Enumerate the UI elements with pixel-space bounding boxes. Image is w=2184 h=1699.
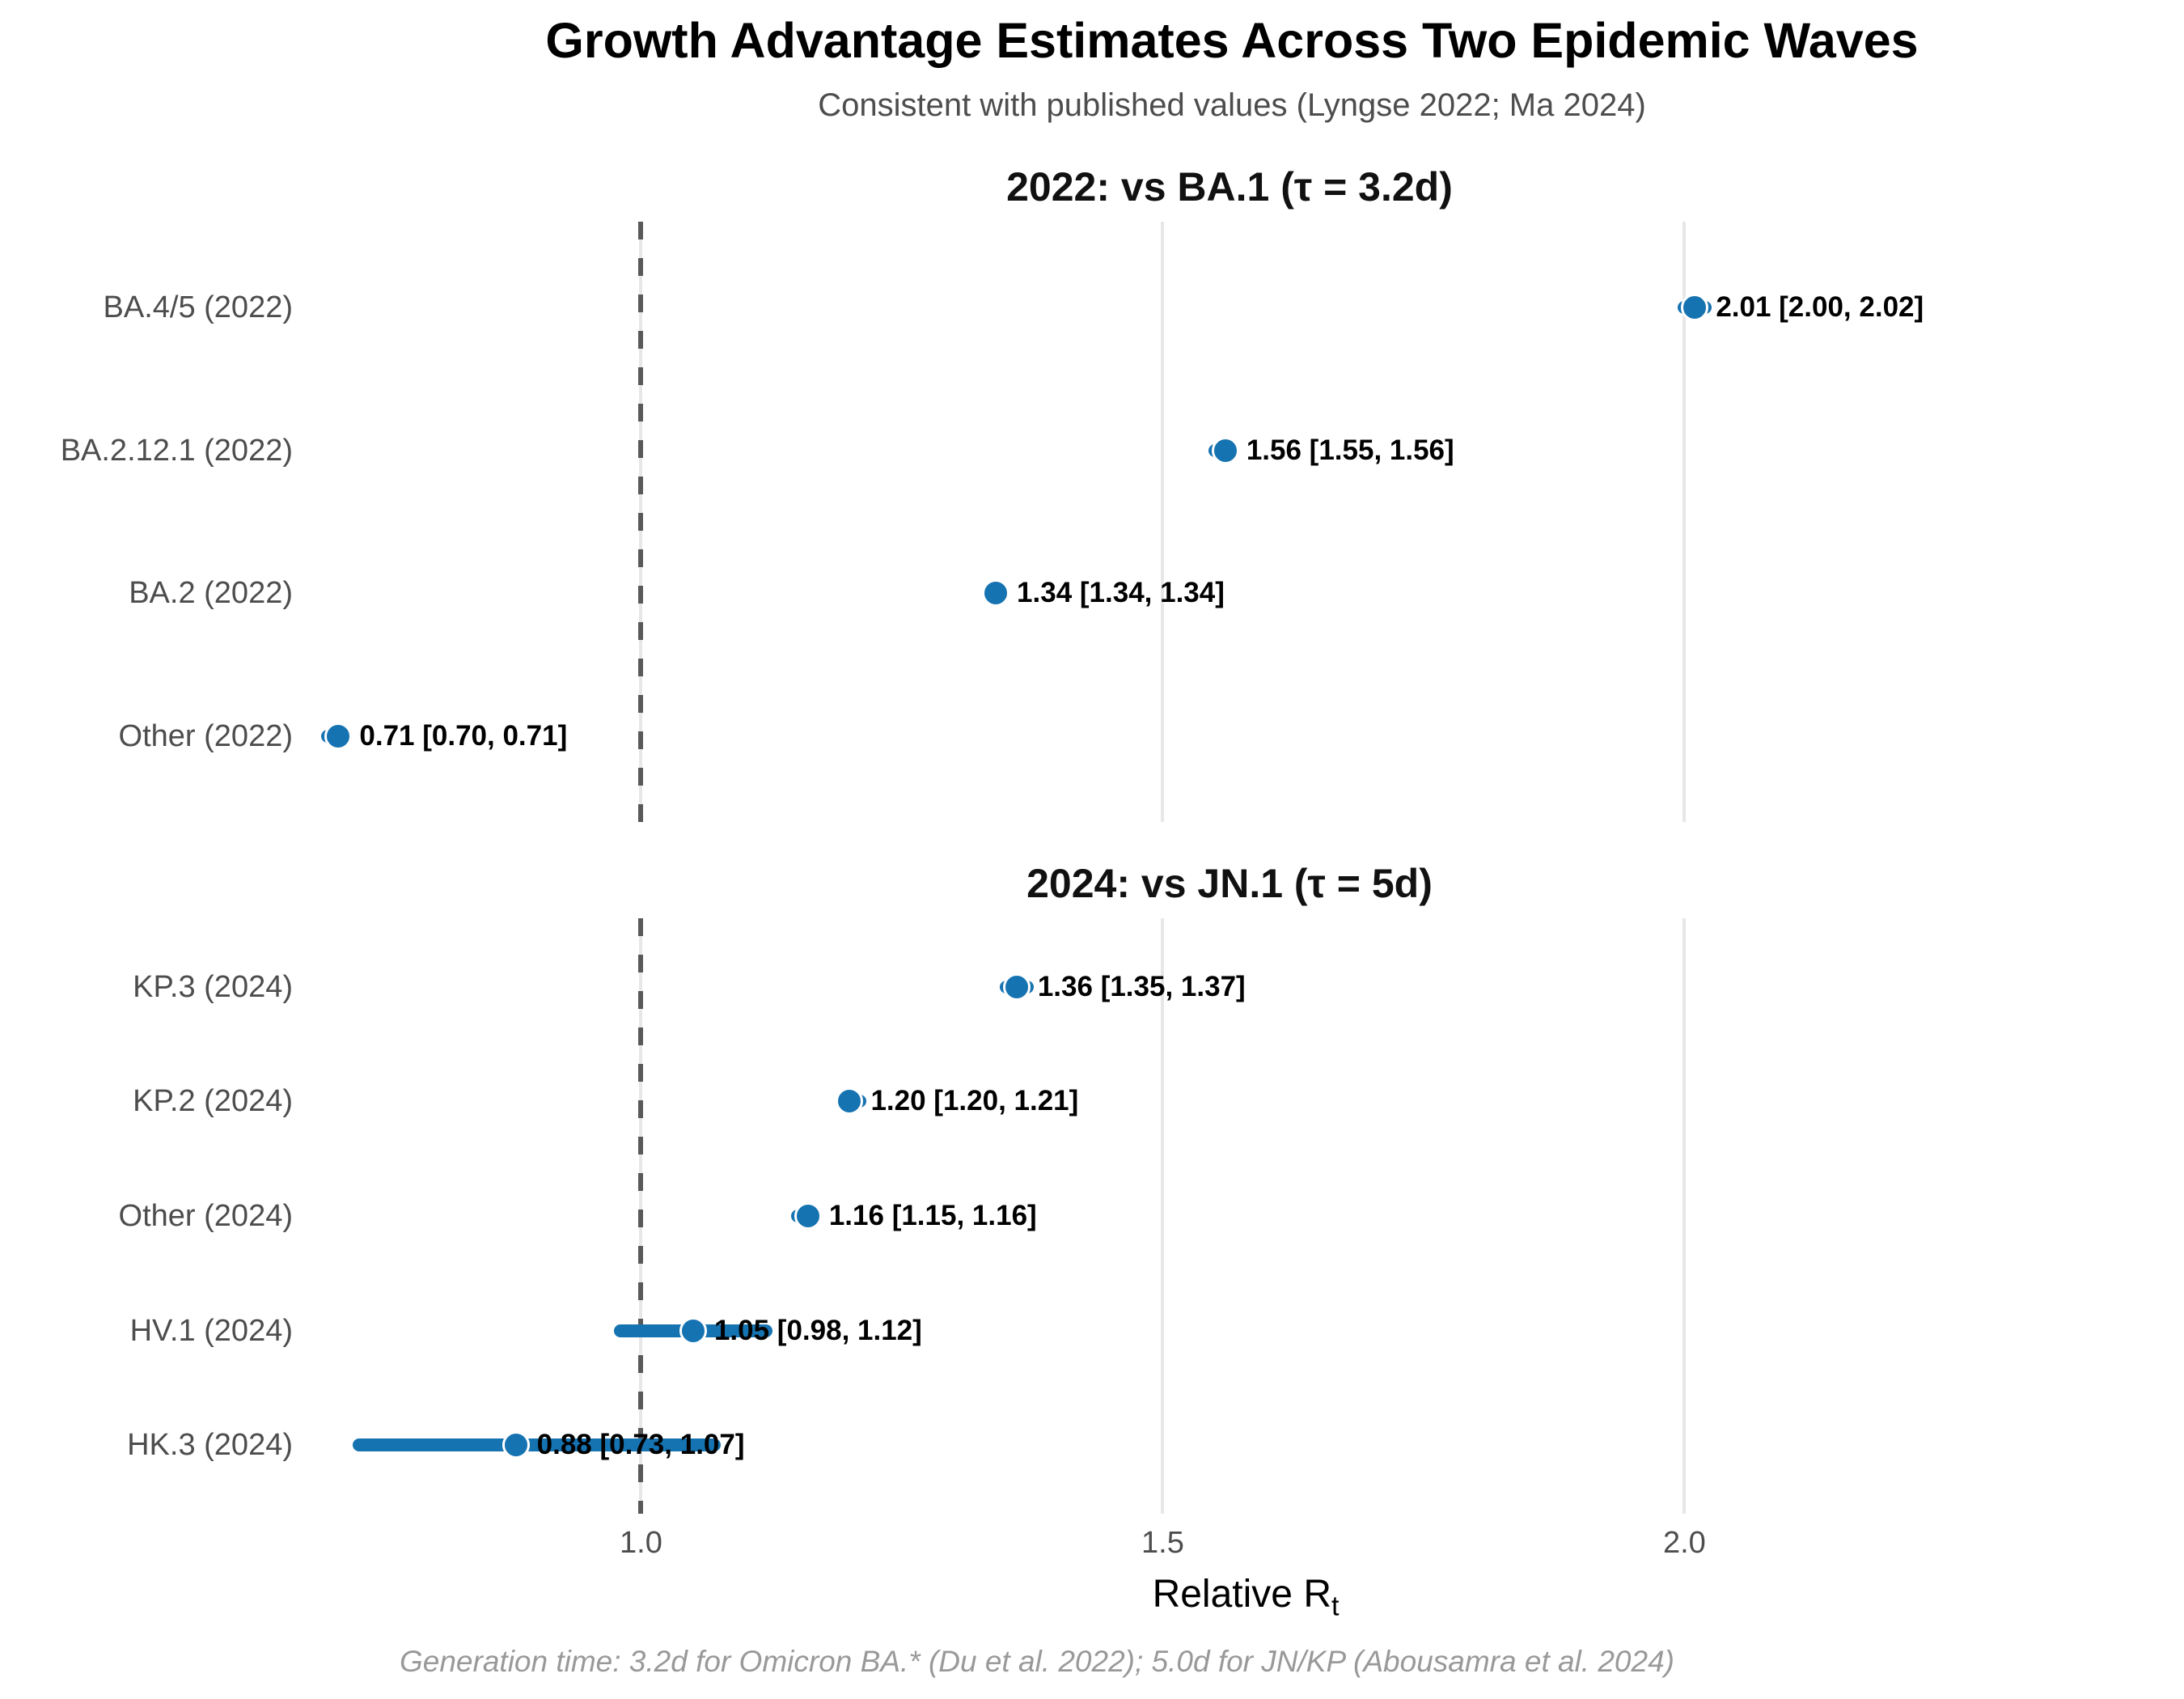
estimate-label: 0.71 [0.70, 0.71] <box>359 720 568 752</box>
estimate-point <box>836 1087 864 1116</box>
x-tick-label: 2.0 <box>1662 1526 1706 1560</box>
estimate-point <box>1002 972 1031 1001</box>
x-tick-label: 1.5 <box>1141 1526 1184 1560</box>
x-tick-label: 1.0 <box>620 1526 662 1560</box>
estimate-point <box>324 722 353 750</box>
row-category-label: HK.3 (2024) <box>127 1428 293 1463</box>
x-gridline <box>1682 918 1687 1514</box>
row-category-label: Other (2024) <box>118 1199 293 1233</box>
x-axis-title: Relative Rt <box>307 1570 2184 1622</box>
x-gridline <box>1161 918 1165 1514</box>
row-category-label: BA.2 (2022) <box>129 576 293 611</box>
row-category-label: KP.3 (2024) <box>133 969 293 1004</box>
facet-title: 2024: vs JN.1 (τ = 5d) <box>1026 861 1433 906</box>
row-category-label: Other (2022) <box>118 719 293 753</box>
ci-bar <box>353 1438 721 1452</box>
row-category-label: BA.2.12.1 (2022) <box>60 433 293 468</box>
x-axis-title-subscript: t <box>1331 1591 1340 1622</box>
estimate-label: 0.88 [0.73, 1.07] <box>536 1429 745 1461</box>
plot-caption: Generation time: 3.2d for Omicron BA.* (… <box>400 1645 1674 1678</box>
x-axis-title-main: Relative R <box>1152 1573 1331 1616</box>
row-category-label: KP.2 (2024) <box>133 1084 293 1119</box>
estimate-label: 1.20 [1.20, 1.21] <box>870 1085 1079 1117</box>
estimate-label: 1.56 [1.55, 1.56] <box>1246 434 1454 466</box>
row-category-label: HV.1 (2024) <box>129 1313 293 1348</box>
plot-subtitle: Consistent with published values (Lyngse… <box>818 87 1646 123</box>
estimate-label: 2.01 [2.00, 2.02] <box>1716 291 1924 323</box>
estimate-point <box>679 1316 707 1345</box>
estimate-label: 1.36 [1.35, 1.37] <box>1037 970 1246 1002</box>
estimate-point <box>794 1202 822 1230</box>
estimate-label: 1.34 [1.34, 1.34] <box>1017 577 1225 609</box>
estimate-point <box>982 579 1010 608</box>
x-gridline <box>1161 222 1165 822</box>
row-category-label: BA.4/5 (2022) <box>103 290 293 324</box>
facet-title: 2022: vs BA.1 (τ = 3.2d) <box>1006 164 1453 210</box>
reference-line <box>638 222 644 822</box>
estimate-label: 1.05 [0.98, 1.12] <box>713 1314 922 1346</box>
plot-title: Growth Advantage Estimates Across Two Ep… <box>545 13 1919 68</box>
estimate-point <box>1681 294 1709 321</box>
x-gridline <box>1682 222 1687 822</box>
estimate-label: 1.16 [1.15, 1.16] <box>828 1200 1037 1231</box>
estimate-point <box>1211 436 1239 464</box>
estimate-point <box>502 1431 530 1460</box>
reference-line <box>638 918 644 1514</box>
